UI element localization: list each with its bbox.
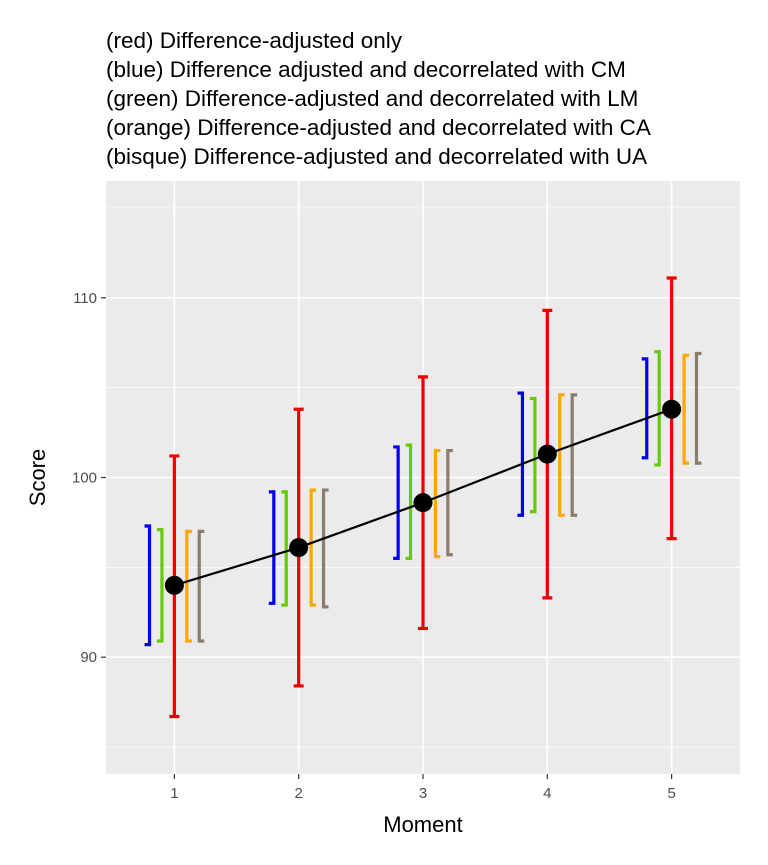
title-line-orange: (orange) Difference-adjusted and decorre…	[106, 115, 651, 140]
chart-title-block: (red) Difference-adjusted only (blue) Di…	[106, 26, 651, 171]
x-tick-label: 2	[295, 785, 303, 802]
error-bar-orange	[309, 488, 317, 607]
y-tick-label: 90	[80, 649, 97, 666]
y-axis: 90 100 110	[72, 290, 106, 666]
error-bar-green	[405, 443, 413, 560]
mean-point	[662, 399, 682, 419]
mean-point	[413, 493, 433, 513]
error-bar-green	[654, 350, 661, 467]
error-bar-bisque	[570, 393, 578, 517]
x-axis: 1 2 3 4 5	[170, 774, 676, 802]
y-axis-title: Score	[25, 449, 50, 506]
error-bar-blue	[641, 357, 649, 460]
mean-line-group	[164, 399, 682, 595]
title-line-bisque: (bisque) Difference-adjusted and decorre…	[106, 144, 648, 169]
error-bar-blue	[268, 490, 276, 605]
series-orange	[185, 353, 690, 643]
error-bar-orange	[433, 448, 441, 559]
title-line-blue: (blue) Difference adjusted and decorrela…	[106, 57, 626, 82]
error-bar-green	[156, 528, 164, 643]
x-tick-label: 5	[667, 785, 675, 802]
x-axis-title: Moment	[383, 812, 462, 837]
error-bar-series	[144, 276, 702, 719]
error-bar-blue	[393, 445, 400, 560]
error-bar-bisque	[446, 448, 453, 557]
y-tick-label: 100	[72, 470, 97, 487]
error-bar-bisque	[321, 488, 329, 609]
error-bar-green	[281, 490, 288, 607]
x-tick-label: 1	[170, 785, 178, 802]
mean-point	[289, 538, 309, 558]
title-line-red: (red) Difference-adjusted only	[106, 28, 402, 53]
error-bar-orange	[682, 353, 690, 465]
error-bar-blue	[517, 391, 525, 517]
mean-point	[164, 575, 184, 595]
error-bar-green	[529, 396, 537, 514]
series-bisque	[197, 351, 702, 643]
title-line-green: (green) Difference-adjusted and decorrel…	[106, 86, 639, 111]
x-tick-label: 4	[543, 785, 551, 802]
series-blue	[144, 357, 649, 647]
error-bar-bisque	[694, 351, 702, 465]
mean-point	[537, 444, 557, 464]
y-tick-label: 110	[73, 290, 97, 307]
error-bar-blue	[144, 524, 152, 647]
series-red	[169, 276, 677, 719]
x-tick-label: 3	[419, 785, 427, 802]
error-bar-bisque	[197, 529, 205, 643]
error-bar-orange	[185, 529, 192, 643]
series-green	[156, 350, 661, 643]
error-bar-orange	[558, 393, 565, 517]
